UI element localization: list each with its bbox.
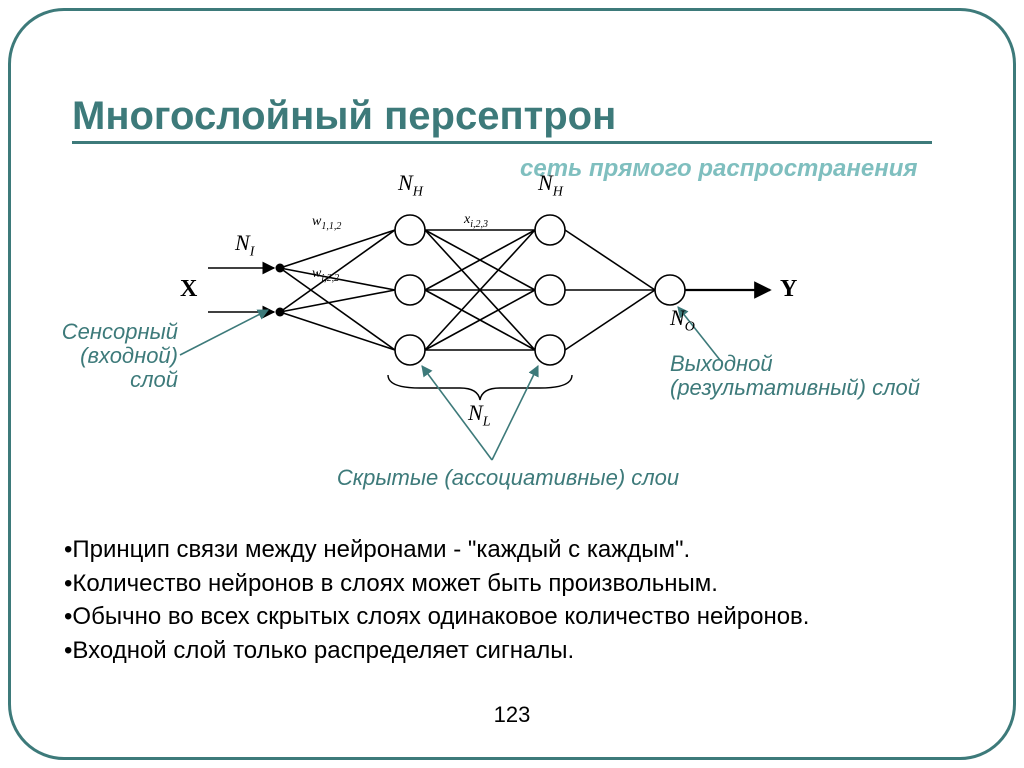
label-NH1: NH <box>398 170 423 200</box>
bullet-item: •Количество нейронов в слоях может быть … <box>64 568 964 600</box>
label-X: X <box>180 276 197 303</box>
label-x123: xi,2,3 <box>464 212 488 230</box>
label-NI: NI <box>235 230 254 260</box>
annot-output-layer: Выходной (результативный) слой <box>670 352 950 400</box>
label-wi22: wi,2,2 <box>312 266 339 284</box>
bullet-item: •Входной слой только распределяет сигнал… <box>64 635 964 667</box>
label-NO: NO <box>670 305 695 335</box>
page-number: 123 <box>0 702 1024 728</box>
bullet-list: •Принцип связи между нейронами - "каждый… <box>64 534 964 669</box>
label-NL: NL <box>468 400 490 430</box>
slide-title: Многослойный персептрон <box>72 94 932 144</box>
bullet-item: •Обычно во всех скрытых слоях одинаковое… <box>64 601 964 633</box>
label-NH2: NH <box>538 170 563 200</box>
label-w112: w1,1,2 <box>312 214 341 232</box>
annot-hidden-layers: Скрытые (ассоциативные) слои <box>318 466 698 490</box>
bullet-item: •Принцип связи между нейронами - "каждый… <box>64 534 964 566</box>
annot-input-layer: Сенсорный (входной) слой <box>48 320 178 393</box>
network-svg <box>80 150 940 480</box>
label-Y: Y <box>780 276 797 303</box>
network-diagram: X Y NI NH NH NO NL w1,1,2 wi,2,2 xi,2,3 <box>80 150 940 480</box>
